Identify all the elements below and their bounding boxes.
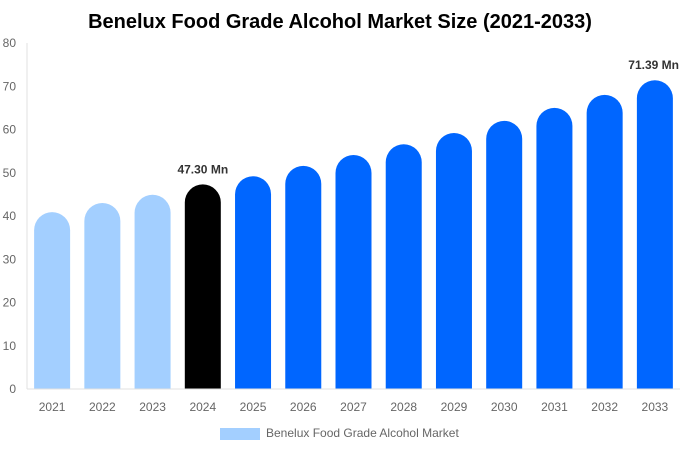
y-tick-label: 70 <box>3 79 17 93</box>
bar-2031[interactable] <box>536 107 573 390</box>
data-labels: 47.30 Mn 71.39 Mn <box>177 58 679 176</box>
bars <box>34 80 673 390</box>
x-tick-label: 2025 <box>240 400 267 414</box>
x-tick-label: 2022 <box>89 400 116 414</box>
x-tick-label: 2030 <box>491 400 518 414</box>
x-tick-label: 2027 <box>340 400 367 414</box>
x-tick-label: 2023 <box>139 400 166 414</box>
y-tick-label: 10 <box>3 339 17 353</box>
bar-2027[interactable] <box>335 155 372 389</box>
bar-2032[interactable] <box>586 94 623 389</box>
y-tick-label: 80 <box>3 36 17 50</box>
data-label-2024: 47.30 Mn <box>177 162 228 176</box>
chart-title: Benelux Food Grade Alcohol Market Size (… <box>88 11 592 33</box>
x-tick-label: 2029 <box>441 400 468 414</box>
legend[interactable]: Benelux Food Grade Alcohol Market <box>220 426 459 440</box>
bar-2023[interactable] <box>134 194 171 389</box>
bar-2024[interactable] <box>184 184 221 389</box>
x-tick-label: 2033 <box>642 400 669 414</box>
x-tick-label: 2032 <box>591 400 618 414</box>
bar-2030[interactable] <box>486 120 523 389</box>
x-tick-label: 2026 <box>290 400 317 414</box>
y-tick-label: 50 <box>3 166 17 180</box>
bar-2022[interactable] <box>84 203 121 389</box>
y-tick-label: 30 <box>3 252 17 266</box>
y-tick-label: 40 <box>3 209 17 223</box>
x-axis: 2021 2022 2023 2024 2025 2026 2027 2028 2029 2030… <box>27 388 680 414</box>
bar-2021[interactable] <box>34 212 71 389</box>
data-label-2033: 71.39 Mn <box>628 58 679 72</box>
bar-2028[interactable] <box>385 144 422 389</box>
legend-label: Benelux Food Grade Alcohol Market <box>266 426 459 440</box>
bar-2033[interactable] <box>636 80 673 389</box>
y-tick-label: 0 <box>9 382 16 396</box>
x-tick-label: 2028 <box>390 400 417 414</box>
x-tick-label: 2031 <box>541 400 568 414</box>
y-axis: 0 10 20 30 40 50 60 70 80 <box>3 36 28 396</box>
y-tick-label: 20 <box>3 296 17 310</box>
bar-2025[interactable] <box>235 176 272 389</box>
x-tick-label: 2021 <box>39 400 66 414</box>
x-tick-label: 2024 <box>189 400 216 414</box>
bar-2026[interactable] <box>285 165 322 389</box>
y-tick-label: 60 <box>3 123 17 137</box>
bar-2029[interactable] <box>435 132 472 389</box>
legend-swatch <box>220 428 260 440</box>
